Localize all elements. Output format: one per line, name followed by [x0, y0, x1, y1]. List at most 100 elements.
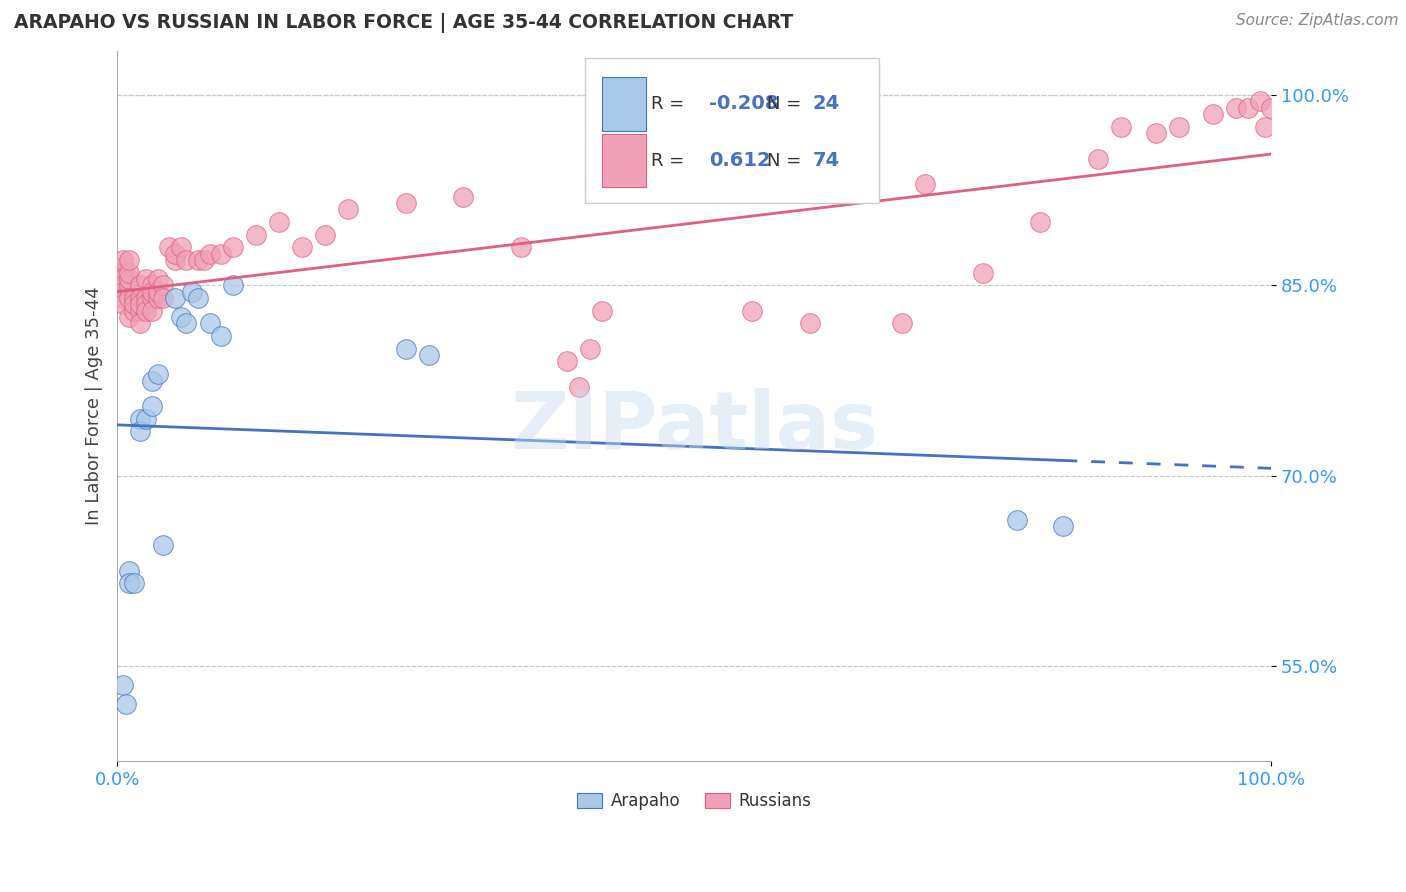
Point: [141, 303, 163, 318]
Point: [291, 240, 314, 254]
Point: [111, 272, 134, 286]
Point: [141, 374, 163, 388]
Point: [579, 342, 602, 356]
FancyBboxPatch shape: [602, 78, 645, 130]
Point: [118, 310, 141, 324]
Point: [146, 272, 169, 286]
Point: [314, 227, 336, 242]
Text: 24: 24: [813, 95, 841, 113]
Point: [141, 291, 163, 305]
Point: [124, 303, 146, 318]
Point: [1144, 126, 1167, 140]
Point: [221, 240, 243, 254]
Point: [118, 278, 141, 293]
Point: [741, 303, 763, 318]
Point: [198, 246, 221, 260]
Point: [157, 240, 180, 254]
Point: [152, 538, 174, 552]
Point: [336, 202, 359, 217]
Point: [395, 342, 418, 356]
Point: [111, 252, 134, 267]
Y-axis label: In Labor Force | Age 35-44: In Labor Force | Age 35-44: [86, 286, 103, 525]
Point: [510, 240, 533, 254]
Text: R =: R =: [651, 152, 690, 169]
Point: [141, 278, 163, 293]
Point: [111, 291, 134, 305]
Point: [129, 424, 152, 438]
Point: [1029, 215, 1052, 229]
Legend: Arapaho, Russians: Arapaho, Russians: [571, 785, 818, 817]
Point: [111, 285, 134, 299]
Point: [118, 272, 141, 286]
Point: [1249, 95, 1271, 109]
Point: [1225, 101, 1247, 115]
Point: [146, 367, 169, 381]
Point: [135, 411, 157, 425]
Point: [187, 252, 209, 267]
FancyBboxPatch shape: [602, 134, 645, 187]
Point: [135, 297, 157, 311]
Point: [799, 317, 821, 331]
Text: 74: 74: [813, 152, 841, 170]
Point: [221, 278, 243, 293]
Point: [176, 317, 198, 331]
Point: [118, 564, 141, 578]
Text: -0.208: -0.208: [709, 95, 779, 113]
Point: [555, 354, 578, 368]
Point: [129, 303, 152, 318]
Point: [169, 310, 191, 324]
Point: [972, 266, 994, 280]
Point: [198, 317, 221, 331]
Point: [141, 285, 163, 299]
Point: [111, 260, 134, 274]
Text: ZIPatlas: ZIPatlas: [510, 388, 879, 467]
Point: [1202, 107, 1225, 121]
Point: [209, 246, 232, 260]
Point: [245, 227, 267, 242]
Point: [1167, 120, 1189, 134]
Point: [135, 291, 157, 305]
Text: R =: R =: [651, 95, 690, 113]
Point: [124, 291, 146, 305]
Point: [146, 285, 169, 299]
Point: [187, 291, 209, 305]
Point: [1087, 152, 1109, 166]
Point: [135, 272, 157, 286]
Point: [118, 266, 141, 280]
Point: [111, 678, 134, 692]
FancyBboxPatch shape: [585, 58, 879, 203]
Point: [453, 189, 475, 203]
Point: [124, 297, 146, 311]
Point: [115, 697, 138, 711]
Point: [267, 215, 290, 229]
Point: [129, 278, 152, 293]
Point: [152, 291, 174, 305]
Point: [163, 252, 186, 267]
Point: [890, 317, 912, 331]
Point: [111, 297, 134, 311]
Point: [176, 252, 198, 267]
Point: [146, 291, 169, 305]
Point: [395, 195, 418, 210]
Point: [129, 297, 152, 311]
Point: [118, 252, 141, 267]
Point: [418, 348, 440, 362]
Point: [193, 252, 215, 267]
Point: [1052, 519, 1074, 533]
Point: [129, 317, 152, 331]
Text: N =: N =: [766, 152, 807, 169]
Point: [209, 329, 232, 343]
Point: [914, 177, 936, 191]
Point: [1237, 101, 1260, 115]
Point: [118, 291, 141, 305]
Point: [129, 411, 152, 425]
Text: 0.612: 0.612: [709, 152, 770, 170]
Point: [591, 303, 613, 318]
Point: [163, 246, 186, 260]
Point: [124, 576, 146, 591]
Point: [141, 399, 163, 413]
Point: [1005, 513, 1028, 527]
Point: [118, 576, 141, 591]
Point: [163, 291, 186, 305]
Point: [169, 240, 191, 254]
